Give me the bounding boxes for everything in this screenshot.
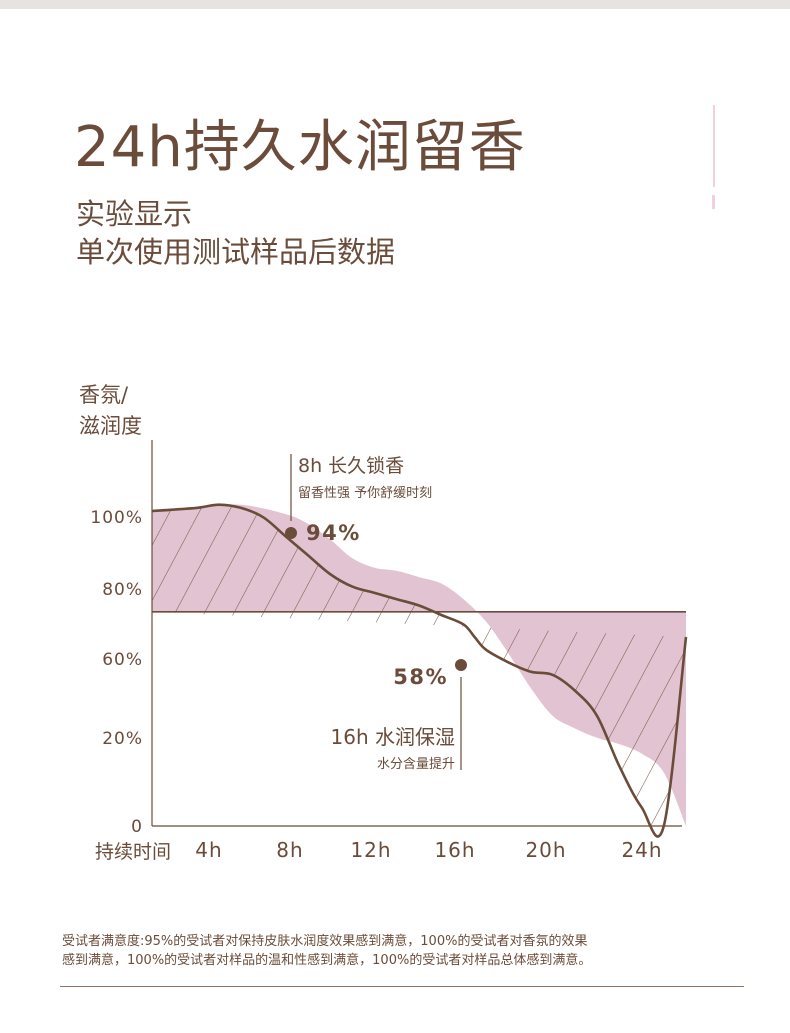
y-tick-label: 0 [131, 817, 143, 837]
bottom-divider [60, 986, 744, 987]
x-tick-label: 16h [434, 838, 475, 862]
x-tick-label: 8h [276, 838, 303, 862]
y-tick-label: 60% [102, 650, 143, 670]
top-bar [0, 0, 790, 9]
x-axis-label: 持续时间 [95, 841, 171, 863]
annotation-value-16h: 58% [393, 665, 448, 689]
x-tick-label: 4h [195, 838, 222, 862]
moisture-hatch [152, 504, 686, 837]
x-tick-label: 24h [621, 838, 662, 862]
x-tick-label: 20h [525, 838, 566, 862]
y-tick-label: 20% [102, 729, 143, 749]
y-tick-label: 100% [90, 508, 143, 528]
decorative-line [713, 105, 715, 187]
annotation-desc-16h: 水分含量提升 [377, 756, 455, 772]
y-tick-label: 80% [102, 580, 143, 600]
footnote-line-1: 受试者满意度:95%的受试者对保持皮肤水润度效果感到满意，100%的受试者对香氛… [62, 934, 588, 949]
y-axis-label-line-1: 香氛/ [79, 383, 129, 407]
footnote: 受试者满意度:95%的受试者对保持皮肤水润度效果感到满意，100%的受试者对香氛… [62, 932, 722, 970]
annotation-title-16h: 16h 水润保湿 [331, 725, 455, 749]
y-axis-label: 香氛/ 滋润度 [79, 380, 142, 442]
annotation-title-8h: 8h 长久锁香 [298, 455, 404, 477]
moisture-line [151, 503, 688, 838]
page-title: 24h持久水润留香 [74, 115, 526, 180]
footnote-line-2: 感到满意，100%的受试者对样品的温和性感到满意，100%的受试者对样品总体感到… [62, 953, 592, 968]
annotation-value-8h: 94% [306, 521, 361, 545]
subtitle-line-1: 实验显示 [76, 197, 193, 231]
subtitle-line-2: 单次使用测试样品后数据 [76, 235, 396, 269]
annotation-marker-8h [285, 527, 297, 539]
y-axis-label-line-2: 滋润度 [79, 414, 142, 438]
decorative-tick [712, 195, 715, 209]
x-tick-label: 12h [350, 838, 391, 862]
annotation-desc-8h: 留香性强 予你舒缓时刻 [298, 486, 432, 501]
annotation-marker-16h [455, 659, 467, 671]
